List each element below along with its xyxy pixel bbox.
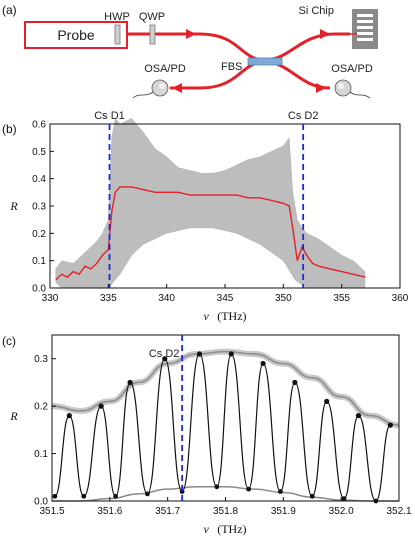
chart-c-maximum-point [98,403,104,409]
chart-c-minimum-point [113,493,119,499]
chart-c-minimum-point [179,489,185,494]
chart-c-maximum-point [196,351,203,357]
beam-input [127,32,350,62]
chart-c-xlabel: ν (THz) [203,520,246,537]
chart-c-yticks: 0.0 0.1 0.2 0.3 [34,354,56,508]
chart-c-maximum-point [387,422,393,428]
chart-c-fringe-line [54,353,391,502]
chart-c-maximum-point [324,398,330,404]
chart-c-ylabel: R [9,409,18,423]
chart-c-xtick-label: 351.6 [97,506,122,517]
chart-c-xtick-label: 352.1 [386,506,411,517]
chart-b: (b) 330 335 340 345 350 355 360 0.00.10.20.30.… [2,110,409,324]
chart-b-marker-label: Cs D2 [288,110,319,122]
fbs-label: FBS [221,61,242,73]
chart-c-xtick-label: 352.0 [329,506,354,517]
panel-label-c: (c) [2,334,16,348]
chart-b-xtick-label: 350 [275,293,292,304]
panel-label-a: (a) [2,3,17,17]
chart-c-minimum-point [214,484,220,490]
arrow-osa-right [316,83,326,93]
chart-c-xlabel-var: ν [203,522,209,536]
chart-b-ytick-label: 0.2 [32,229,46,240]
chart-c-minimum-point [309,493,315,499]
qwp-label: QWP [139,11,165,23]
qwp-plate [149,24,156,45]
hwp-label: HWP [104,11,130,23]
chart-b-xlabel: ν (THz) [203,307,246,324]
chart-c-xtick-label: 351.7 [155,506,180,517]
detector-right [334,79,371,99]
chart-c-minimum-point [278,489,283,494]
chart-c-minimum-point [246,486,252,492]
chart-c-minimum-point [341,496,347,502]
chart-b-marker-label: Cs D1 [94,110,125,122]
chart-b-ytick-label: 0.0 [32,284,46,295]
chart-b-xtick-label: 340 [158,293,175,304]
osa-left-label: OSA/PD [144,63,186,75]
chart-c-ytick-label: 0.2 [34,402,48,413]
chart-b-xticks: 330 335 340 345 350 355 360 [42,284,409,304]
chart-c-maximum-point [260,360,266,367]
chart-c-xlabel-unit: (THz) [217,522,246,536]
chart-b-xtick-label: 345 [217,293,234,304]
chart-c-xticks: 351.5 351.6 351.7 351.8 351.9 352.0 352.1 [39,497,412,517]
chart-c-xtick-label: 351.5 [39,506,64,517]
osa-right-label: OSA/PD [331,63,373,75]
chart-b-oscillation-band [55,117,366,289]
chart-c-xtick-label: 351.8 [213,506,238,517]
schematic-panel: (a) Probe HWP QWP FBS Si [2,3,378,99]
chart-c-maximum-point [355,413,362,419]
chart-b-ylabel: R [9,199,18,213]
chart-c-minimum-point [52,493,58,499]
arrow-input [186,29,196,39]
chart-b-xtick-label: 360 [392,293,409,304]
chart-c-marker-label: Cs D2 [149,348,180,360]
detector-left [132,79,169,99]
chart-b-xtick-label: 355 [333,293,350,304]
chart-c-markers: Cs D2 [149,335,184,501]
chart-b-markers: Cs D1 Cs D2 [94,110,318,288]
chip-label: Si Chip [299,5,334,17]
chart-c-maximum-point [292,379,298,386]
chart-b-ytick-label: 0.4 [32,174,46,185]
chart-c-maximum-point [66,413,72,419]
panel-label-b: (b) [2,122,17,136]
chart-b-series-line [55,186,366,281]
chart-c-xtick-label: 351.9 [271,506,296,517]
chart-b-plot [55,117,366,289]
hwp-plate [114,24,121,45]
arrow-chip [320,29,330,39]
chart-c-maximum-point [228,351,234,357]
beam-lower-right [264,60,331,90]
chart-c-minimum-point [81,493,87,499]
chart-c-maximum-point [162,356,168,362]
chart-b-xlabel-unit: (THz) [217,309,246,323]
chart-c: (c) 351.5 351.6 351.7 351.8 351.9 352.0 352.1 … [2,334,412,537]
probe-label: Probe [57,27,95,43]
chart-c-frame [51,334,400,502]
chart-b-ytick-label: 0.1 [32,256,46,267]
chart-b-ytick-label: 0.5 [32,147,46,158]
probe-box [24,21,128,49]
chart-b-xlabel-var: ν [203,309,209,323]
chart-b-xtick-label: 330 [42,293,59,304]
chart-c-upper-envelope [51,350,400,426]
chart-c-maximum-point [127,379,133,386]
chip-waveguides [357,14,373,41]
chart-c-minimum-point [145,491,150,497]
chart-b-yticks: 0.0 0.1 0.2 0.3 0.4 0.5 0.6 [32,120,54,295]
chart-b-ytick-label: 0.6 [32,120,46,131]
chart-c-plot [51,348,400,504]
arrow-osa-left [172,83,182,93]
chart-b-xtick-label: 335 [100,293,117,304]
fbs-block [247,57,283,66]
chart-b-ytick-label: 0.3 [32,202,46,213]
chart-c-ytick-label: 0.3 [34,354,48,365]
chart-c-ytick-label: 0.1 [34,449,48,460]
chart-c-ytick-label: 0.0 [34,497,48,508]
